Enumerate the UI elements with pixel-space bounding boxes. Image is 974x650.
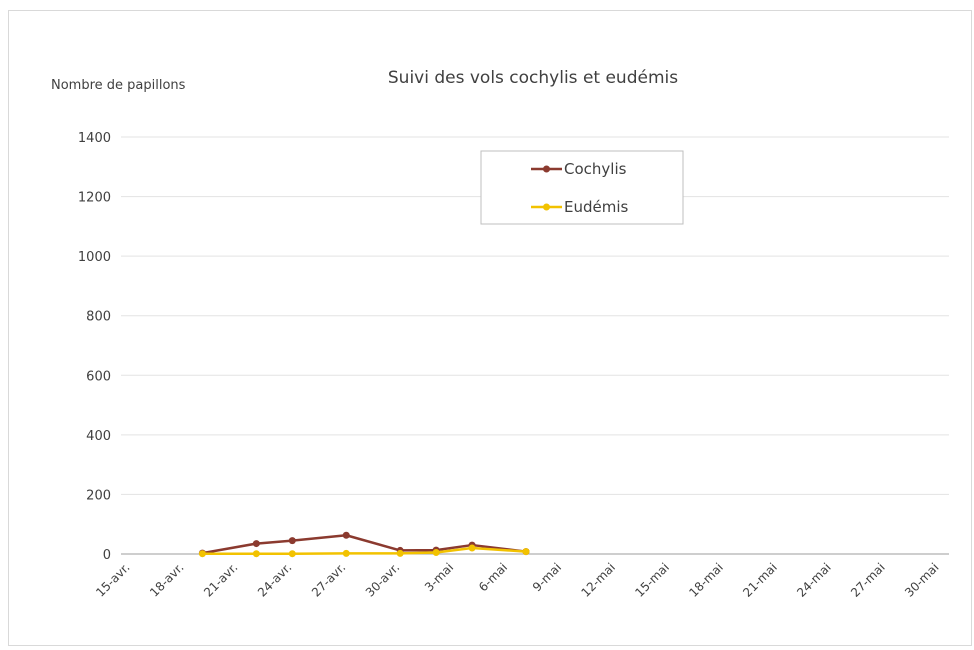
legend-label-eudemis: Eudémis <box>564 198 629 216</box>
data-point <box>396 549 404 557</box>
data-point <box>198 550 206 558</box>
data-point <box>468 544 476 552</box>
legend: Cochylis Eudémis <box>480 150 684 225</box>
x-tick-label: 18-mai <box>686 560 726 600</box>
y-axis-ticks: 0 200 400 600 800 1000 1200 1400 <box>78 131 111 563</box>
chart-title: Suivi des vols cochylis et eudémis <box>388 68 678 88</box>
y-tick-label: 200 <box>86 488 111 503</box>
data-point <box>522 548 530 556</box>
x-tick-label: 24-avr. <box>255 560 294 599</box>
x-tick-label: 21-mai <box>740 560 780 600</box>
y-tick-label: 1000 <box>78 250 111 265</box>
x-tick-label: 24-mai <box>794 560 834 600</box>
x-tick-label: 12-mai <box>578 560 618 600</box>
data-point <box>288 537 296 545</box>
y-tick-label: 400 <box>86 429 111 444</box>
chart-area: Suivi des vols cochylis et eudémis Nombr… <box>8 10 972 646</box>
x-axis-ticks: 15-avr. 18-avr. 21-avr. 24-avr. 27-avr. 30-av… <box>93 560 941 600</box>
data-point <box>342 531 350 539</box>
x-tick-label: 27-mai <box>848 560 888 600</box>
series-line-cochylis <box>202 533 527 555</box>
legend-marker-cochylis <box>543 165 550 173</box>
y-tick-label: 0 <box>103 548 111 563</box>
legend-marker-eudemis <box>543 203 550 211</box>
x-tick-label: 30-mai <box>902 560 942 600</box>
x-tick-label: 27-avr. <box>309 560 348 599</box>
x-tick-label: 15-avr. <box>93 560 132 599</box>
x-tick-label: 30-avr. <box>363 560 402 599</box>
y-tick-label: 800 <box>86 310 111 325</box>
y-tick-label: 1400 <box>78 131 111 146</box>
x-tick-label: 18-avr. <box>147 560 186 599</box>
data-point <box>288 550 296 558</box>
legend-label-cochylis: Cochylis <box>564 160 627 178</box>
y-axis-label: Nombre de papillons <box>51 78 186 93</box>
y-tick-label: 600 <box>86 369 111 384</box>
y-tick-label: 1200 <box>78 191 111 206</box>
x-tick-label: 6-mai <box>476 560 510 594</box>
x-tick-label: 15-mai <box>632 560 672 600</box>
x-tick-label: 21-avr. <box>201 560 240 599</box>
legend-box <box>480 150 684 225</box>
data-point <box>342 549 350 557</box>
line-chart: Suivi des vols cochylis et eudémis Nombr… <box>51 68 949 600</box>
series-lines <box>198 531 530 558</box>
data-point <box>432 549 440 557</box>
series-line-eudmis <box>202 546 527 555</box>
data-point <box>252 540 260 548</box>
data-point <box>252 550 260 558</box>
x-tick-label: 9-mai <box>530 560 564 594</box>
x-tick-label: 3-mai <box>422 560 456 594</box>
